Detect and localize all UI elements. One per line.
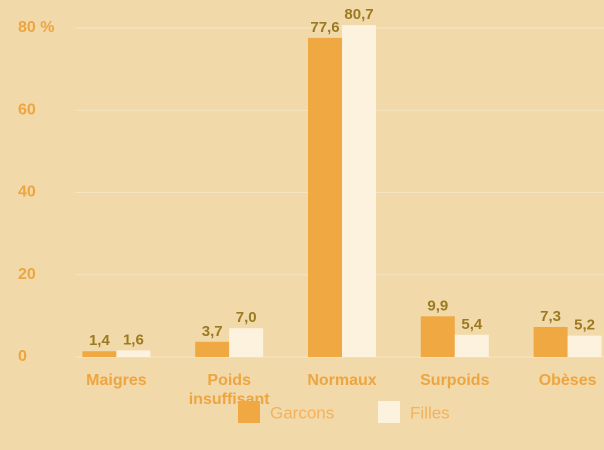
bar	[116, 350, 151, 357]
bar	[308, 37, 342, 358]
bar	[229, 328, 264, 357]
bar	[82, 351, 117, 357]
value-label: 7,0	[236, 309, 257, 326]
value-label: 1,4	[89, 332, 111, 349]
value-label: 80,7	[344, 6, 373, 23]
bar	[195, 341, 230, 357]
y-tick-label: 80 %	[18, 19, 54, 36]
value-label: 5,2	[574, 317, 595, 334]
x-tick-label: Maigres	[86, 372, 147, 389]
value-label: 3,7	[202, 323, 223, 340]
y-tick-label: 40	[18, 184, 36, 201]
bar	[533, 326, 568, 357]
value-label: 1,6	[123, 331, 144, 348]
x-tick-label: Obèses	[538, 372, 597, 389]
x-tick-label: Surpoids	[420, 372, 490, 389]
value-label: 9,9	[427, 297, 448, 314]
legend-swatch	[238, 401, 260, 423]
x-tick-label-box: Surpoids	[420, 372, 490, 389]
y-tick-label: 0	[18, 348, 27, 365]
value-label: 77,6	[310, 19, 339, 36]
bar	[567, 335, 602, 357]
x-tick-label: Normaux	[307, 372, 377, 389]
y-tick-label: 20	[18, 266, 36, 283]
bar	[420, 316, 455, 357]
x-tick-label-box: Normaux	[307, 372, 377, 389]
legend-swatch	[378, 401, 400, 423]
x-tick-label-box: Obèses	[538, 372, 597, 389]
bar	[454, 334, 489, 357]
x-tick-label-box: Maigres	[86, 372, 147, 389]
legend-label: Filles	[410, 403, 450, 422]
value-label: 7,3	[540, 308, 561, 325]
y-tick-label: 60	[18, 101, 36, 118]
bar	[342, 25, 376, 358]
legend-label: Garcons	[270, 403, 334, 422]
value-label: 5,4	[461, 316, 483, 333]
